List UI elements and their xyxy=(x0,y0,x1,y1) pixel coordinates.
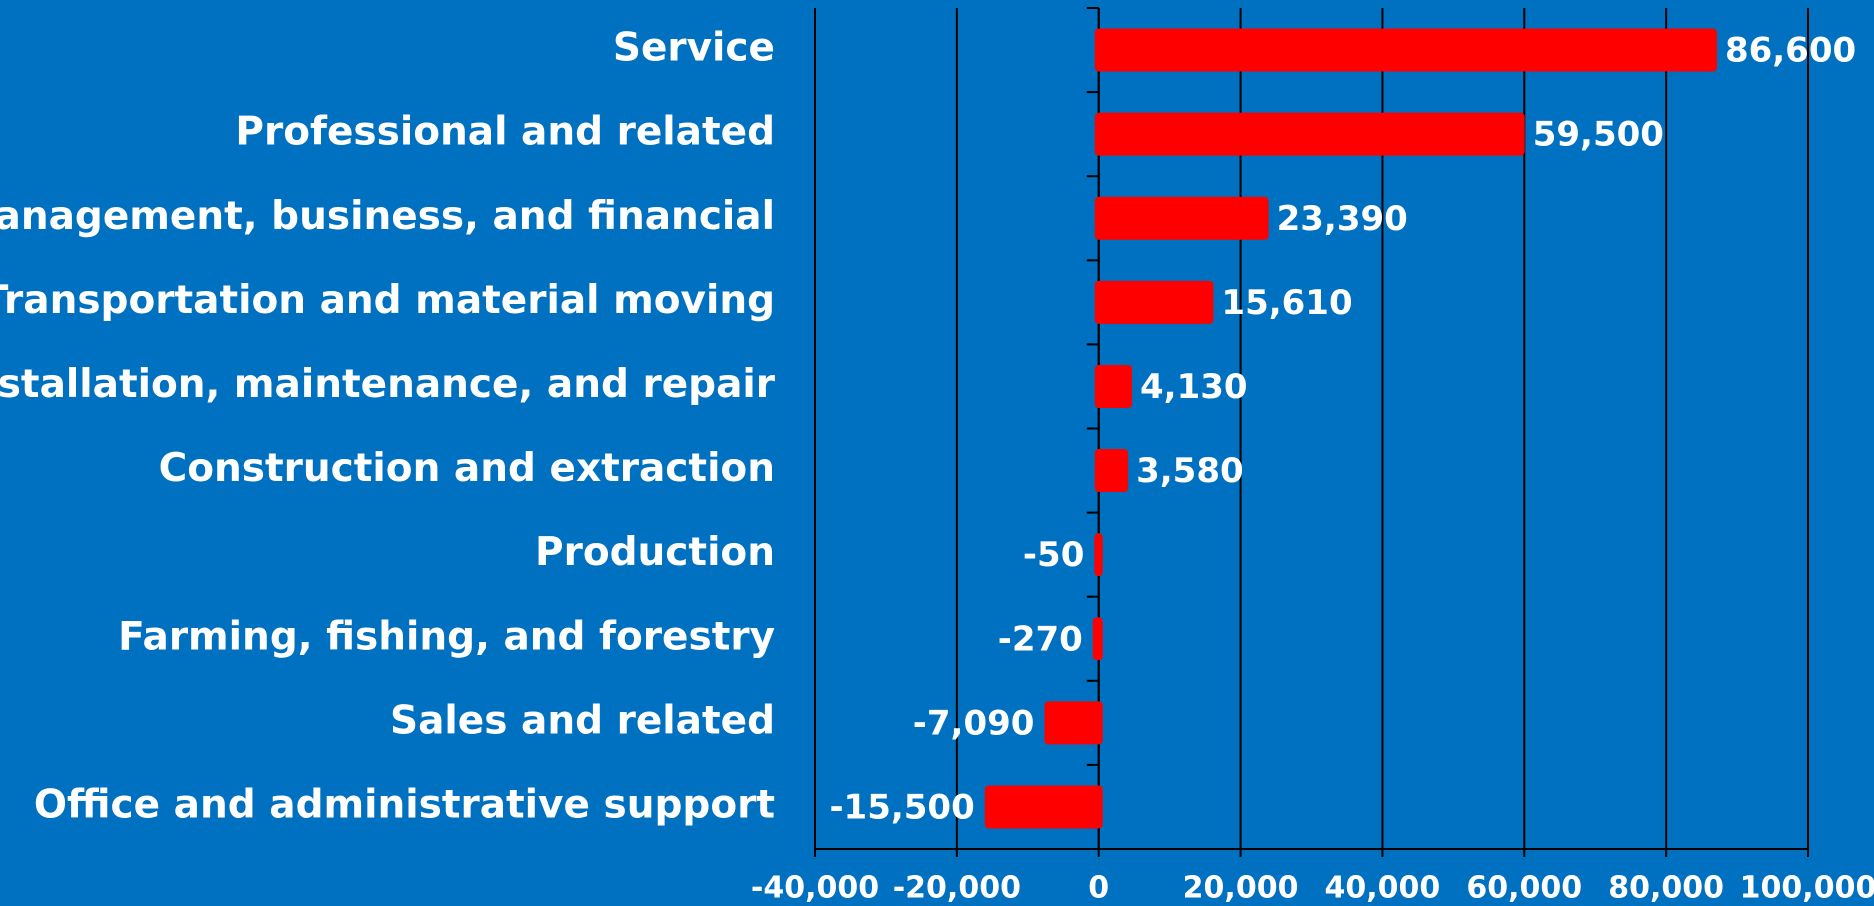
value-label: 86,600 xyxy=(1725,31,1856,71)
x-tick-label: 20,000 xyxy=(1183,871,1299,906)
category-label: Transportation and material moving xyxy=(0,278,775,323)
value-label: 59,500 xyxy=(1533,115,1664,155)
value-label: -50 xyxy=(1023,535,1084,575)
value-label: 3,580 xyxy=(1136,451,1244,491)
bar xyxy=(1094,196,1269,240)
x-tick-label: -40,000 xyxy=(751,871,879,906)
value-label: -15,500 xyxy=(829,787,974,827)
bar xyxy=(1094,280,1214,324)
category-label: Office and administrative support xyxy=(34,782,775,827)
value-label: 4,130 xyxy=(1140,367,1248,407)
category-label: Sales and related xyxy=(390,698,775,743)
category-label: Farming, fishing, and forestry xyxy=(118,614,775,659)
category-label: Production xyxy=(535,530,775,575)
bar xyxy=(1094,449,1129,493)
value-label: -7,090 xyxy=(913,703,1035,743)
category-label: Professional and related xyxy=(235,110,775,155)
x-tick-label: 40,000 xyxy=(1325,871,1441,906)
x-tick-label: 0 xyxy=(1088,871,1109,906)
bar xyxy=(1094,364,1133,408)
value-label: 23,390 xyxy=(1277,199,1408,239)
bar xyxy=(1092,617,1103,661)
bar xyxy=(1044,701,1103,745)
category-label: Installation, maintenance, and repair xyxy=(0,362,776,407)
bar xyxy=(1094,533,1103,577)
x-tick-label: 100,000 xyxy=(1740,871,1874,906)
x-tick-label: 80,000 xyxy=(1608,871,1724,906)
category-label: Construction and extraction xyxy=(159,446,775,491)
value-label: 15,610 xyxy=(1221,283,1352,323)
x-tick-label: -20,000 xyxy=(893,871,1021,906)
x-tick-label: 60,000 xyxy=(1466,871,1582,906)
category-label: Management, business, and financial xyxy=(0,194,775,239)
bar xyxy=(984,785,1103,829)
bar xyxy=(1094,28,1717,72)
bar xyxy=(1094,112,1525,156)
value-label: -270 xyxy=(998,619,1083,659)
category-label: Service xyxy=(613,26,775,71)
